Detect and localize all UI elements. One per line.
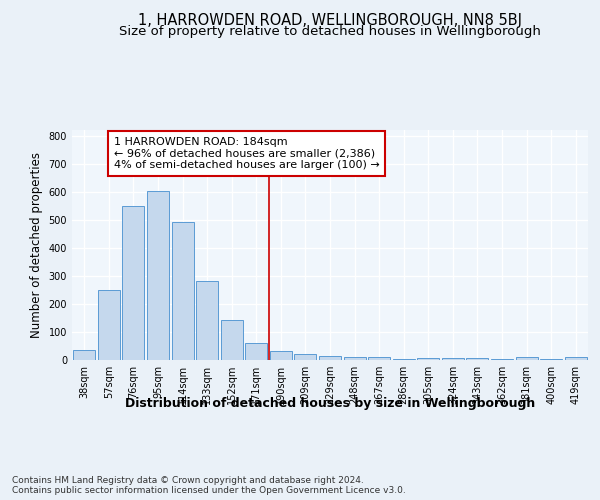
Bar	[344, 356, 365, 360]
Bar	[147, 191, 169, 360]
Bar	[319, 356, 341, 360]
Bar	[221, 320, 243, 360]
Bar	[565, 357, 587, 360]
Bar	[295, 354, 316, 360]
Bar	[442, 358, 464, 360]
Text: 1, HARROWDEN ROAD, WELLINGBOROUGH, NN8 5BJ: 1, HARROWDEN ROAD, WELLINGBOROUGH, NN8 5…	[138, 12, 522, 28]
Bar	[245, 343, 268, 360]
Bar	[196, 282, 218, 360]
Bar	[98, 290, 120, 360]
Bar	[392, 358, 415, 360]
Text: Size of property relative to detached houses in Wellingborough: Size of property relative to detached ho…	[119, 25, 541, 38]
Bar	[122, 206, 145, 360]
Bar	[368, 357, 390, 360]
Text: Contains HM Land Registry data © Crown copyright and database right 2024.
Contai: Contains HM Land Registry data © Crown c…	[12, 476, 406, 495]
Text: 1 HARROWDEN ROAD: 184sqm
← 96% of detached houses are smaller (2,386)
4% of semi: 1 HARROWDEN ROAD: 184sqm ← 96% of detach…	[114, 137, 380, 170]
Bar	[73, 350, 95, 360]
Bar	[466, 358, 488, 360]
Bar	[270, 351, 292, 360]
Text: Distribution of detached houses by size in Wellingborough: Distribution of detached houses by size …	[125, 398, 535, 410]
Y-axis label: Number of detached properties: Number of detached properties	[30, 152, 43, 338]
Bar	[172, 222, 194, 360]
Bar	[417, 358, 439, 360]
Bar	[515, 357, 538, 360]
